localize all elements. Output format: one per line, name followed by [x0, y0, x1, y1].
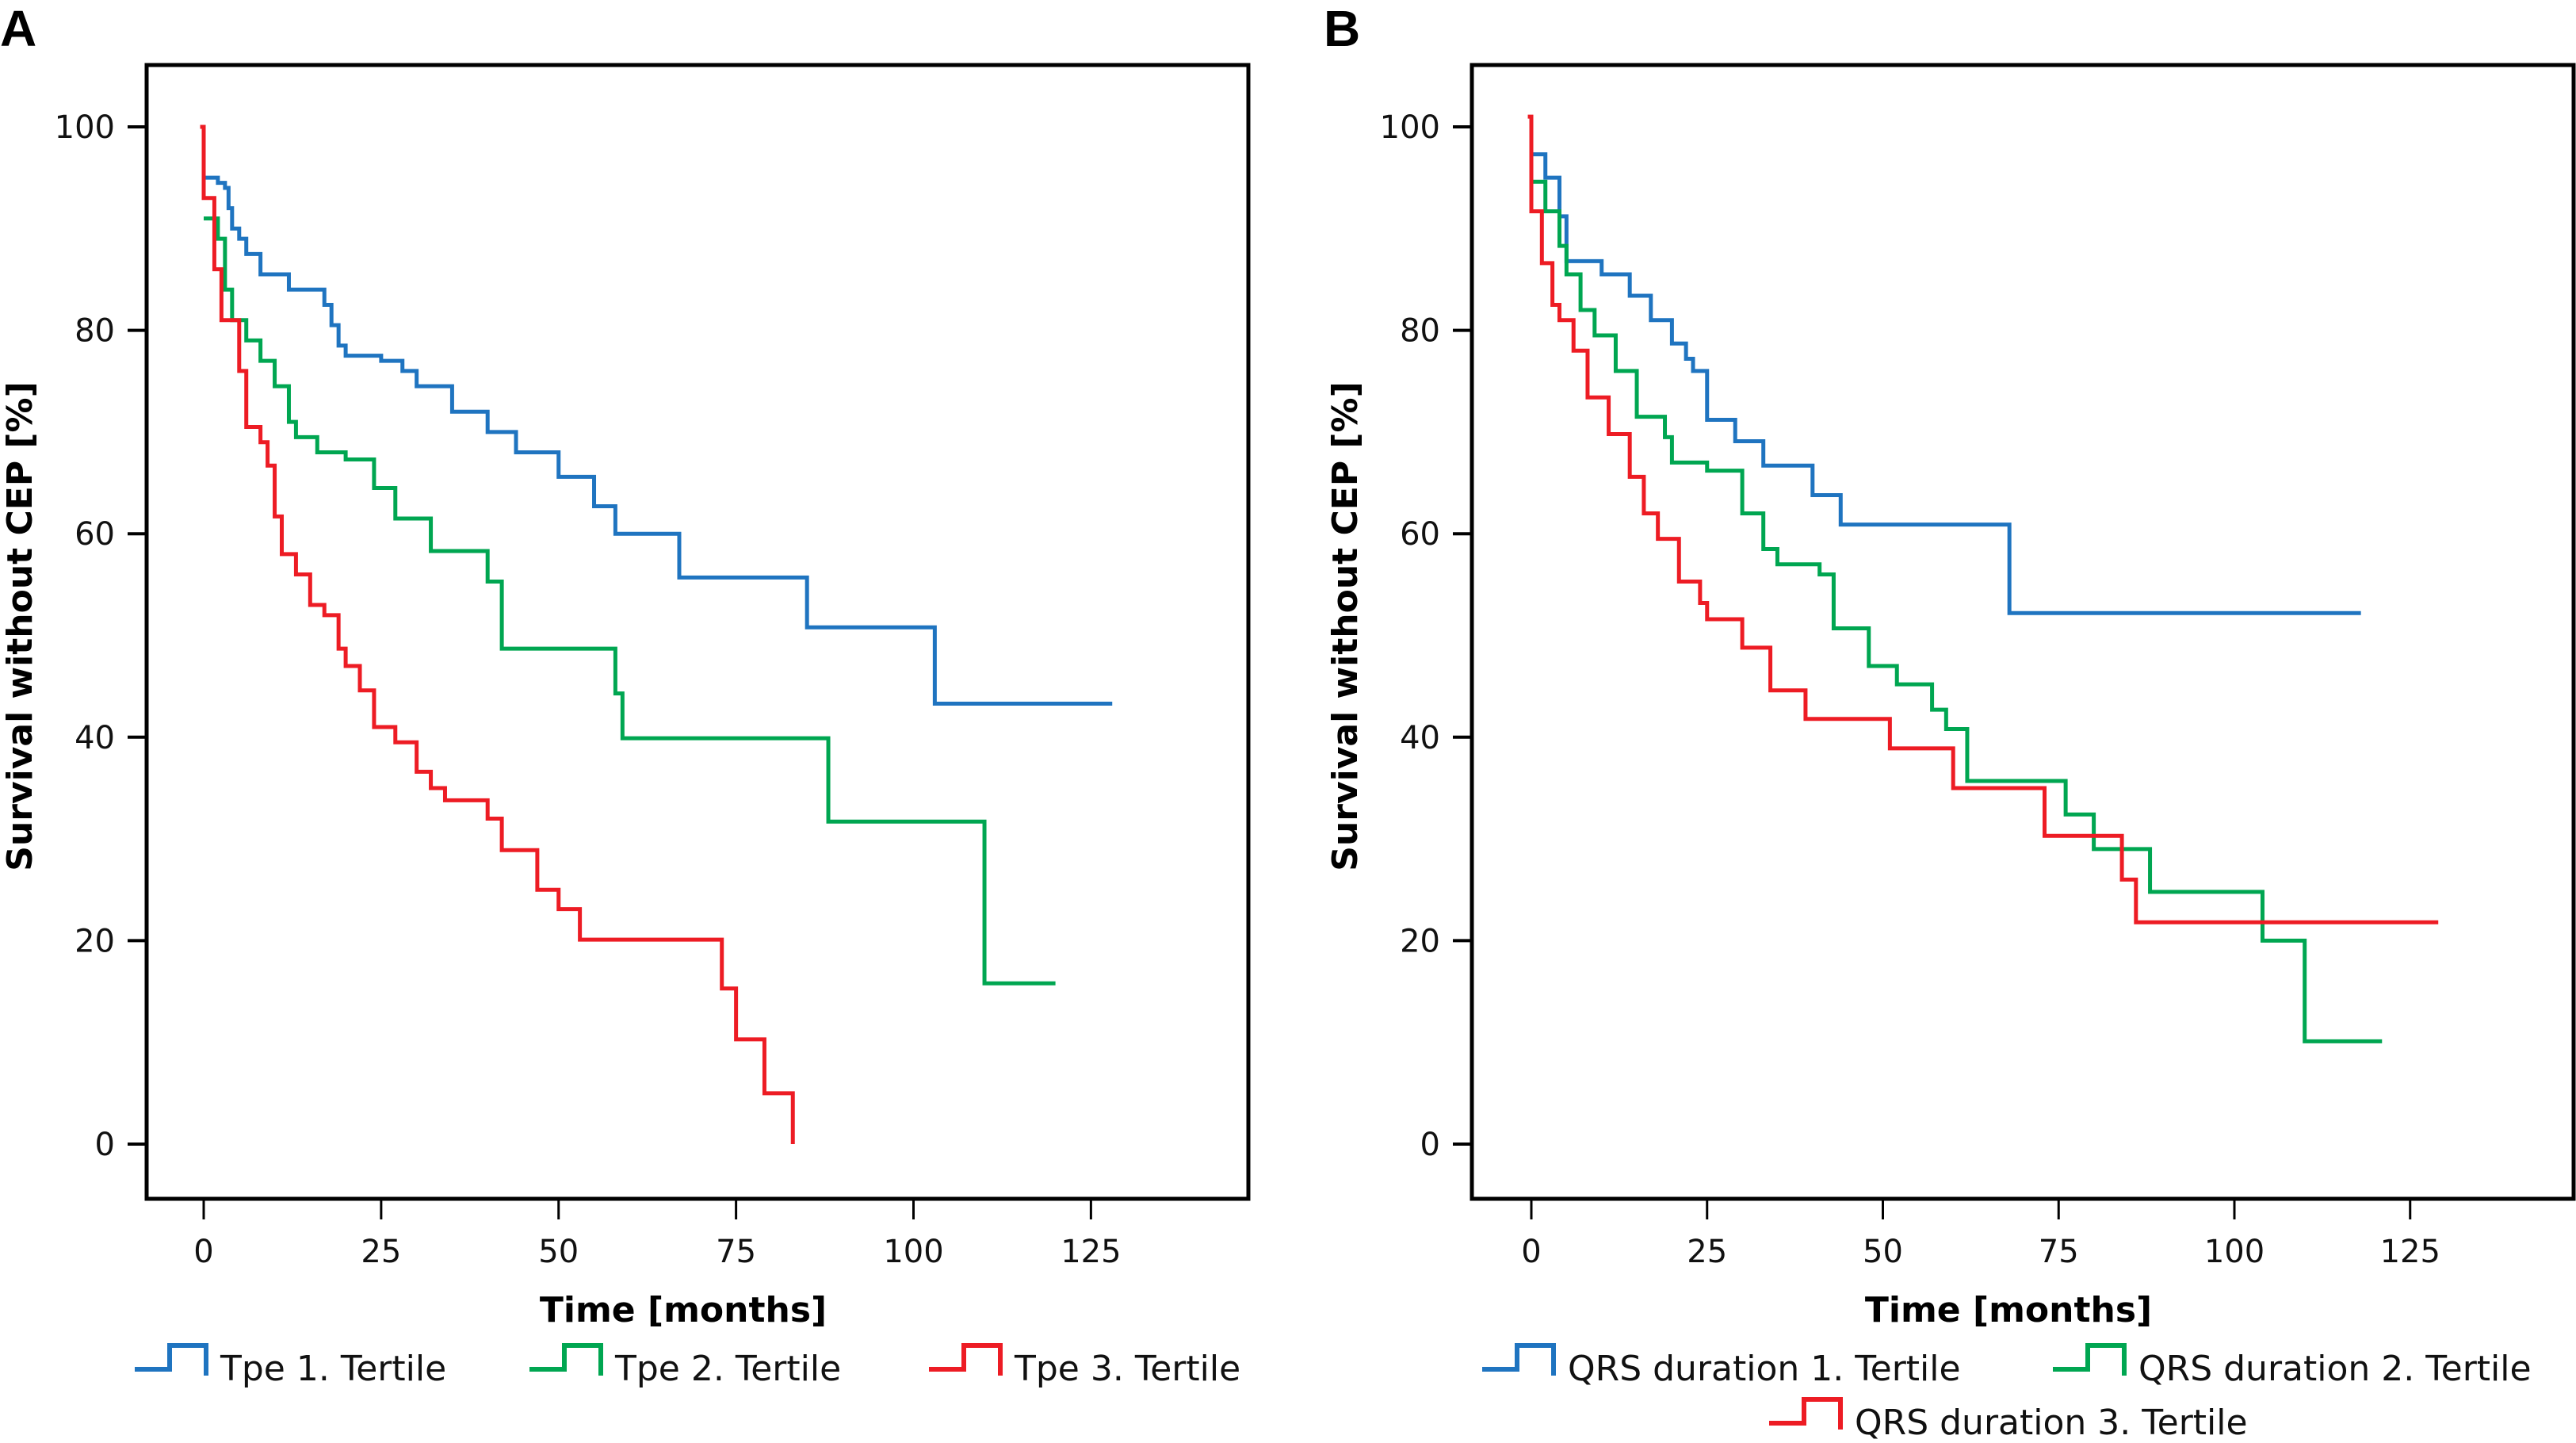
- y-tick-label: 0: [1420, 1127, 1440, 1163]
- km-curve-1: [1531, 152, 2361, 615]
- y-ticks-b: 0 20 40 60 80 100: [1380, 109, 1472, 1163]
- y-tick-label: 20: [1400, 923, 1440, 959]
- legend-item-1: QRS duration 1. Tertile: [1482, 1343, 1961, 1389]
- x-tick-label: 50: [538, 1234, 579, 1270]
- curves-a: [200, 124, 1113, 1144]
- km-curve-2: [204, 216, 1056, 986]
- x-tick-label: 0: [1521, 1234, 1541, 1270]
- panel-label-a: A: [0, 0, 36, 57]
- km-curve-3: [1527, 114, 2439, 924]
- y-tick-label: 60: [1400, 516, 1440, 553]
- y-ticks-a: 0 20 40 60 80 100: [55, 109, 147, 1163]
- y-tick-label: 100: [55, 109, 115, 146]
- y-tick-label: 0: [95, 1127, 115, 1163]
- legend-label: Tpe 3. Tertile: [1014, 1349, 1240, 1389]
- legend-item-1: Tpe 1. Tertile: [135, 1343, 446, 1389]
- legend-item-3: Tpe 3. Tertile: [929, 1343, 1240, 1389]
- legend-swatch: [1769, 1397, 1843, 1430]
- x-ticks-b: 0 25 50 75 100 125: [1521, 1199, 2440, 1270]
- y-tick-label: 60: [75, 516, 115, 553]
- legend-label: QRS duration 3. Tertile: [1855, 1403, 2248, 1443]
- km-curve-1: [204, 175, 1113, 706]
- legend-swatch: [929, 1343, 1003, 1376]
- x-tick-label: 100: [2204, 1234, 2265, 1270]
- legend-swatch: [2053, 1343, 2127, 1376]
- x-tick-label: 0: [193, 1234, 213, 1270]
- x-tick-label: 125: [1061, 1234, 1121, 1270]
- y-tick-label: 80: [75, 313, 115, 350]
- x-tick-label: 100: [883, 1234, 943, 1270]
- km-curve-3: [200, 124, 795, 1144]
- legend-item-3: QRS duration 3. Tertile: [1769, 1397, 2248, 1443]
- x-ticks-a: 0 25 50 75 100 125: [193, 1199, 1122, 1270]
- y-tick-label: 80: [1400, 313, 1440, 350]
- y-axis-title-b: Survival without CEP [%]: [1325, 381, 1366, 871]
- x-tick-label: 50: [1863, 1234, 1903, 1270]
- legend-label: Tpe 2. Tertile: [614, 1349, 841, 1389]
- legend-label: QRS duration 2. Tertile: [2138, 1349, 2532, 1389]
- legend-swatch: [1482, 1343, 1556, 1376]
- x-tick-label: 25: [361, 1234, 401, 1270]
- legend-a: Tpe 1. Tertile Tpe 2. Tertile Tpe 3. Terti…: [135, 1343, 1240, 1389]
- legend-swatch: [529, 1343, 603, 1376]
- y-tick-label: 100: [1380, 109, 1440, 146]
- panel-a: A 0 25 50 75 100 125 0 20 40 60 80 100 Time [month…: [0, 0, 1251, 1389]
- x-tick-label: 75: [716, 1234, 756, 1270]
- legend-swatch: [135, 1343, 208, 1376]
- curves-b: [1527, 114, 2439, 1043]
- x-tick-label: 125: [2380, 1234, 2440, 1270]
- y-axis-title-a: Survival without CEP [%]: [0, 381, 40, 871]
- y-tick-label: 40: [1400, 720, 1440, 756]
- x-axis-title-a: Time [months]: [540, 1290, 827, 1330]
- legend-item-2: Tpe 2. Tertile: [529, 1343, 841, 1389]
- x-tick-label: 25: [1687, 1234, 1727, 1270]
- legend-b: QRS duration 1. Tertile QRS duration 2. T…: [1482, 1343, 2532, 1443]
- plot-frame-a: [144, 63, 1251, 1201]
- panel-b: B 0 25 50 75 100 125 0 20 40 60 80 100 Time [month…: [1324, 0, 2576, 1443]
- legend-item-2: QRS duration 2. Tertile: [2053, 1343, 2532, 1389]
- km-curve-2: [1531, 179, 2383, 1043]
- plot-frame-b: [1470, 63, 2576, 1201]
- x-axis-title-b: Time [months]: [1865, 1290, 2152, 1330]
- panel-label-b: B: [1324, 0, 1360, 57]
- legend-label: Tpe 1. Tertile: [220, 1349, 446, 1389]
- x-tick-label: 75: [2039, 1234, 2079, 1270]
- y-tick-label: 20: [75, 923, 115, 959]
- y-tick-label: 40: [75, 720, 115, 756]
- legend-label: QRS duration 1. Tertile: [1568, 1349, 1961, 1389]
